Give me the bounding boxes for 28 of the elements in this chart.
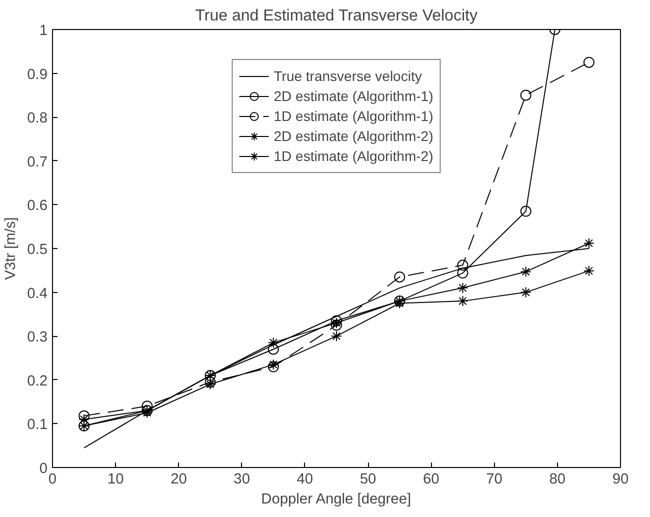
y-tick-label: 0.7 xyxy=(27,154,48,170)
x-tick-label: 30 xyxy=(234,472,250,488)
chart-title: True and Estimated Transverse Velocity xyxy=(195,8,478,24)
y-tick-label: 1 xyxy=(39,23,48,39)
x-tick-label: 70 xyxy=(486,472,502,488)
y-axis-title: V3tr [m/s] xyxy=(3,217,20,280)
y-tick-label: 0.8 xyxy=(27,110,48,127)
x-tick-label: 20 xyxy=(170,472,187,488)
x-tick-label: 80 xyxy=(549,472,566,488)
x-tick-label: 90 xyxy=(612,472,629,488)
y-tick-label: 0.3 xyxy=(27,330,48,346)
y-tick-label: 0.4 xyxy=(27,286,48,302)
y-tick-label: 0 xyxy=(39,461,48,477)
x-tick-label: 60 xyxy=(423,472,440,488)
legend-label: 1D estimate (Algorithm-2) xyxy=(274,148,434,164)
y-tick-label: 0.2 xyxy=(27,373,48,390)
legend-label: 1D estimate (Algorithm-1) xyxy=(274,108,434,124)
legend-label: True transverse velocity xyxy=(274,68,422,84)
legend-label: 2D estimate (Algorithm-2) xyxy=(274,128,434,144)
y-tick-label: 0.5 xyxy=(27,242,48,258)
y-tick-label: 0.1 xyxy=(27,417,48,434)
x-tick-label: 10 xyxy=(107,472,124,488)
y-tick-label: 0.9 xyxy=(27,66,48,83)
y-tick-label: 0.6 xyxy=(27,198,48,214)
x-tick-label: 40 xyxy=(296,472,314,488)
x-tick-label: 50 xyxy=(360,472,376,488)
legend-label: 2D estimate (Algorithm-1) xyxy=(274,88,434,104)
x-axis-title: Doppler Angle [degree] xyxy=(261,492,412,508)
